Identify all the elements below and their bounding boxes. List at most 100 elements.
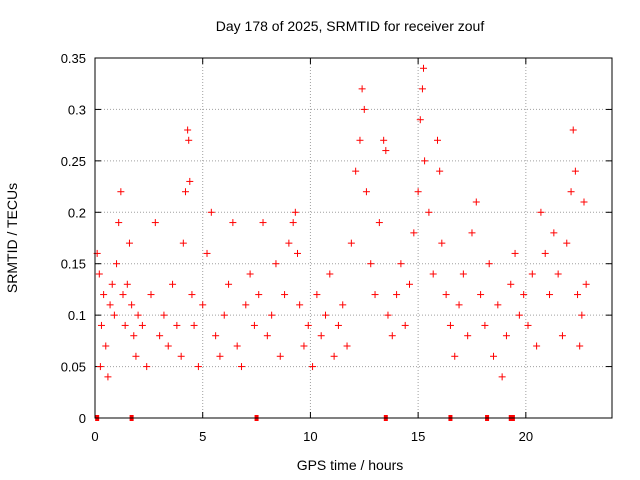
x-tick-label: 0 (91, 429, 98, 444)
data-point (464, 332, 472, 340)
data-point (156, 332, 164, 340)
data-point (130, 332, 138, 340)
axis-ticks: 0 0.05 0.1 0.15 0.2 0.25 0.3 0.35 0 5 10 15 20 (61, 51, 612, 444)
data-point (477, 291, 485, 299)
data-point (233, 342, 241, 350)
y-tick-label: 0.1 (68, 308, 86, 323)
data-point (580, 198, 588, 206)
data-point (528, 270, 536, 278)
data-point (106, 301, 114, 309)
data-point (578, 311, 586, 319)
data-point (108, 280, 116, 288)
data-point (442, 291, 450, 299)
data-point (147, 291, 155, 299)
data-point (326, 270, 334, 278)
data-point (388, 332, 396, 340)
data-point (563, 239, 571, 247)
data-point (558, 332, 566, 340)
data-point (138, 321, 146, 329)
y-tick-label: 0.15 (61, 257, 86, 272)
data-point (582, 280, 590, 288)
data-point (321, 311, 329, 319)
data-point (96, 363, 104, 371)
data-point (95, 270, 103, 278)
data-point (207, 208, 215, 216)
data-point (352, 167, 360, 175)
data-point (296, 301, 304, 309)
data-point (380, 136, 388, 144)
data-point (533, 342, 541, 350)
y-axis-label: SRMTID / TECUs (4, 183, 20, 293)
data-point (382, 147, 390, 155)
data-point (229, 219, 237, 227)
data-point (576, 342, 584, 350)
data-point (375, 219, 383, 227)
data-point (242, 301, 250, 309)
data-point (490, 352, 498, 360)
data-point (406, 280, 414, 288)
data-point (291, 208, 299, 216)
data-point (115, 219, 123, 227)
data-point (571, 167, 579, 175)
data-point (334, 321, 342, 329)
data-point (220, 311, 228, 319)
data-point (300, 342, 308, 350)
data-point (567, 188, 575, 196)
data-point (134, 311, 142, 319)
data-point (293, 249, 301, 257)
data-point (494, 301, 502, 309)
data-point (143, 363, 151, 371)
x-tick-label: 5 (199, 429, 206, 444)
data-point (185, 136, 193, 144)
data-point (250, 321, 258, 329)
data-point (313, 291, 321, 299)
data-point (121, 321, 129, 329)
data-point (356, 136, 364, 144)
data-point (216, 352, 224, 360)
data-point (177, 352, 185, 360)
x-tick-label: 10 (303, 429, 317, 444)
data-point (371, 291, 379, 299)
data-point (132, 352, 140, 360)
data-point (173, 321, 181, 329)
data-point (104, 373, 112, 381)
data-point (100, 291, 108, 299)
data-point (255, 291, 263, 299)
data-point (397, 260, 405, 268)
data-point (438, 239, 446, 247)
y-tick-label: 0.05 (61, 360, 86, 375)
data-point (418, 85, 426, 93)
data-point (259, 219, 267, 227)
data-point (569, 126, 577, 134)
x-tick-label: 20 (519, 429, 533, 444)
y-tick-label: 0.25 (61, 154, 86, 169)
data-point (169, 280, 177, 288)
data-point (263, 332, 271, 340)
data-point (436, 167, 444, 175)
data-point (317, 332, 325, 340)
data-point (410, 229, 418, 237)
data-point (520, 291, 528, 299)
data-point (113, 260, 121, 268)
data-point (468, 229, 476, 237)
data-point (546, 291, 554, 299)
data-point (203, 249, 211, 257)
data-point (125, 239, 133, 247)
data-point (367, 260, 375, 268)
data-point (515, 311, 523, 319)
data-point (421, 157, 429, 165)
data-point (272, 260, 280, 268)
data-point (179, 239, 187, 247)
data-point (289, 219, 297, 227)
y-tick-label: 0.2 (68, 205, 86, 220)
data-point (97, 321, 105, 329)
data-point (304, 321, 312, 329)
data-point (401, 321, 409, 329)
data-point (276, 352, 284, 360)
data-point (414, 188, 422, 196)
data-point (194, 363, 202, 371)
data-point (188, 291, 196, 299)
data-point (358, 85, 366, 93)
data-point (425, 208, 433, 216)
